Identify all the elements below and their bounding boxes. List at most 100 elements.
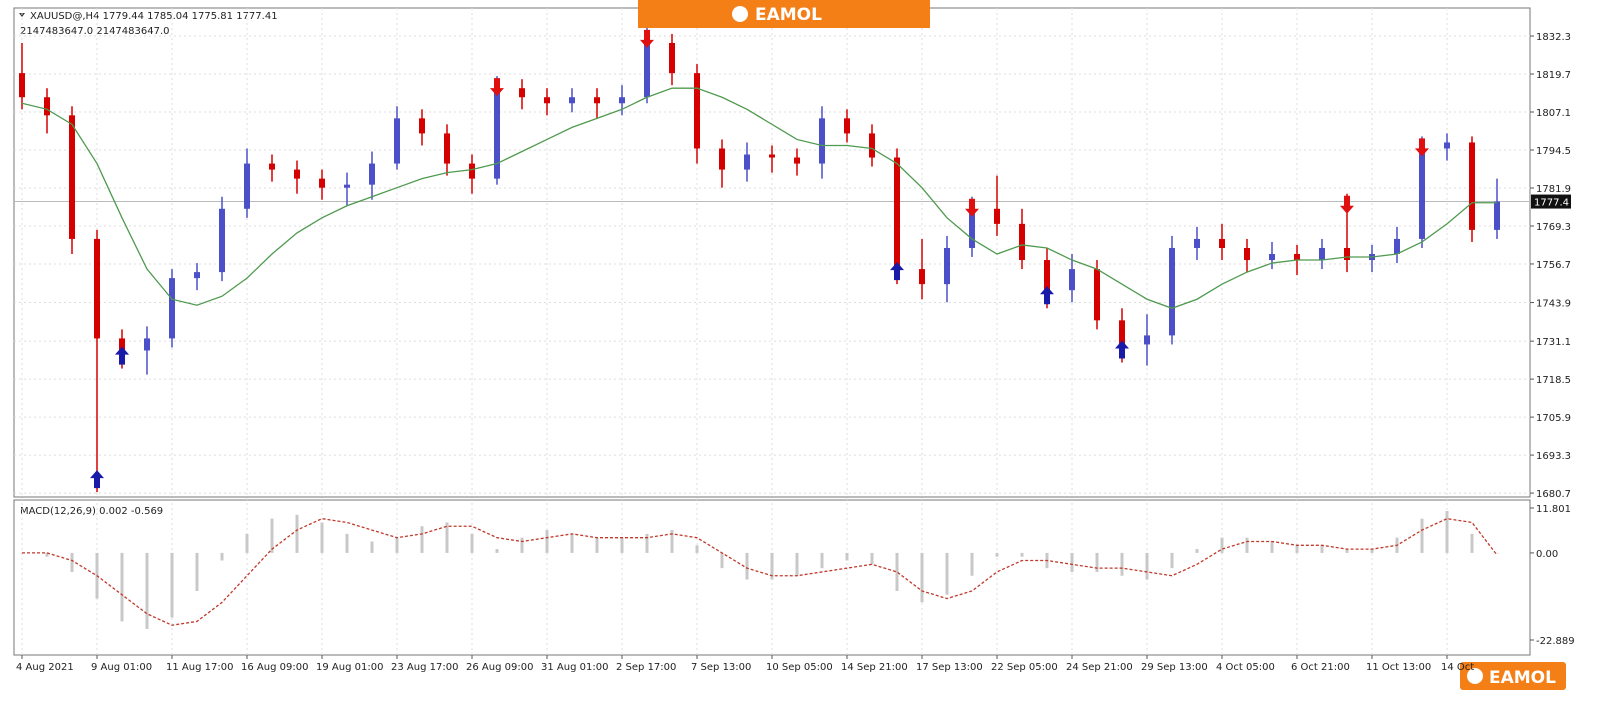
header-values: 2147483647.0 2147483647.0 (20, 26, 170, 37)
y-tick-label: 0.00 (1536, 549, 1558, 560)
sell-arrow (965, 198, 979, 217)
candle-body (919, 269, 925, 285)
candle-body (469, 163, 475, 179)
macd-bar (595, 537, 599, 553)
macd-bar (195, 552, 199, 591)
candle-body (169, 278, 175, 339)
y-tick-label: 1769.3 (1536, 222, 1571, 233)
macd-bar (270, 518, 274, 553)
macd-bar (520, 537, 524, 553)
macd-bar (720, 552, 724, 569)
buy-arrow (90, 470, 104, 489)
macd-bar (620, 537, 624, 553)
last-price-label: 1777.4 (1534, 198, 1569, 209)
macd-bar (870, 552, 874, 565)
macd-bar (420, 526, 424, 553)
brand-icon (732, 6, 748, 22)
y-tick-label: 1756.7 (1536, 260, 1571, 271)
macd-bar (820, 552, 824, 569)
candle-body (244, 163, 250, 209)
candle-body (1469, 142, 1475, 230)
moving-average (21, 87, 1497, 309)
candle-body (1319, 247, 1325, 261)
buy-arrow (115, 346, 129, 365)
candle-body (569, 97, 575, 104)
candle-body (194, 272, 200, 279)
candle-body (44, 97, 50, 116)
macd-bar (245, 533, 249, 553)
macd-bar (1345, 549, 1349, 553)
candle-body (94, 238, 100, 339)
macd-bar (70, 552, 74, 572)
candle-body (669, 42, 675, 74)
sell-arrow (1340, 195, 1354, 214)
candle-body (119, 338, 125, 351)
macd-bar (1445, 511, 1449, 553)
macd-bar (570, 533, 574, 553)
candle-body (794, 157, 800, 164)
candle-body (744, 154, 750, 170)
candle-body (644, 42, 650, 98)
macd-bar (295, 514, 299, 553)
sell-arrow (490, 78, 504, 97)
macd-bar (345, 533, 349, 553)
macd-bar (670, 530, 674, 553)
candle-body (1394, 238, 1400, 255)
macd-bar (445, 522, 449, 553)
candle-body (544, 97, 550, 104)
candle-body (394, 118, 400, 164)
y-tick-label: 1705.9 (1536, 413, 1571, 424)
candle-body (369, 163, 375, 185)
y-tick-label: 1794.5 (1536, 146, 1571, 157)
macd-bar (170, 552, 174, 618)
x-tick-label: 4 Aug 2021 (16, 662, 74, 673)
x-tick-label: 31 Aug 01:00 (541, 662, 608, 673)
last-price-box (1531, 194, 1571, 209)
macd-bar (1020, 552, 1024, 557)
buy-arrow (1115, 340, 1129, 359)
y-tick-label: 1807.1 (1536, 108, 1571, 119)
macd-bar (970, 552, 974, 576)
macd-title: MACD(12,26,9) 0.002 -0.569 (20, 506, 163, 517)
candle-body (594, 97, 600, 104)
candle-body (1219, 238, 1225, 248)
macd-bar (1470, 533, 1474, 553)
candle-body (1294, 254, 1300, 261)
macd-bar (995, 552, 999, 557)
macd-bar (145, 552, 149, 630)
sell-arrow (640, 29, 654, 48)
y-tick-label: 1731.1 (1536, 337, 1571, 348)
macd-bar (1370, 549, 1374, 553)
macd-bar (770, 552, 774, 580)
candle-body (1069, 269, 1075, 291)
x-tick-label: 4 Oct 05:00 (1216, 662, 1275, 673)
candle-body (494, 88, 500, 179)
macd-bar (795, 552, 799, 576)
x-tick-label: 11 Aug 17:00 (166, 662, 233, 673)
macd-bar (895, 552, 899, 591)
candle-body (419, 118, 425, 134)
candle-body (1019, 223, 1025, 261)
candle-body (619, 97, 625, 104)
y-tick-label: 1718.5 (1536, 375, 1571, 386)
sell-arrow (1415, 138, 1429, 157)
macd-bar (745, 552, 749, 580)
x-tick-label: 14 Oct (1441, 662, 1474, 673)
candle-body (269, 163, 275, 170)
brand-text: EAMOL (755, 5, 822, 25)
x-tick-label: 7 Sep 13:00 (691, 662, 751, 673)
candle-body (819, 118, 825, 164)
candle-body (894, 157, 900, 270)
macd-bar (920, 552, 924, 603)
brand-text: EAMOL (1489, 668, 1556, 688)
x-tick-label: 19 Aug 01:00 (316, 662, 383, 673)
y-tick-label: 1819.7 (1536, 70, 1571, 81)
macd-bar (1145, 552, 1149, 580)
candle-body (869, 133, 875, 158)
macd-bar (1195, 549, 1199, 553)
macd-bar (370, 541, 374, 553)
macd-bar (1170, 552, 1174, 569)
x-tick-label: 17 Sep 13:00 (916, 662, 983, 673)
